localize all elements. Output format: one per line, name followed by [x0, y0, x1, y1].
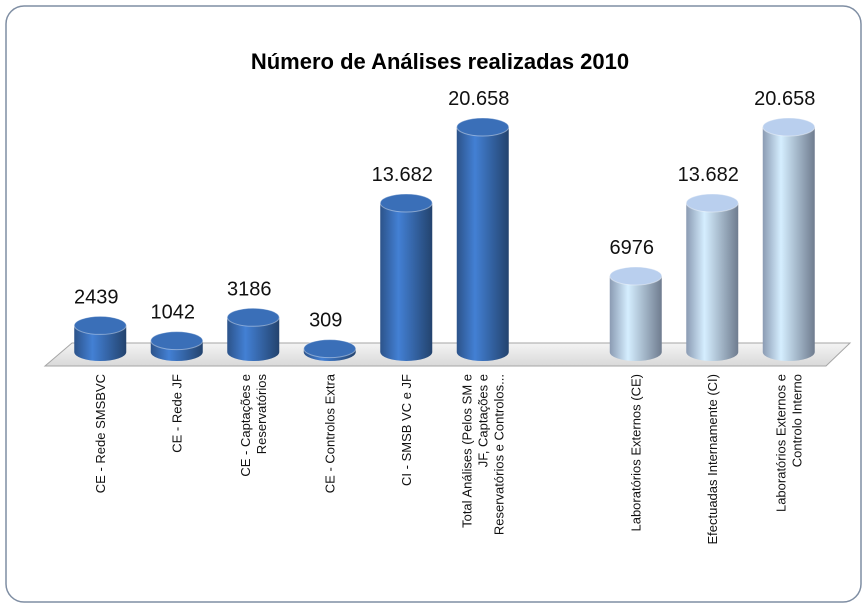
bar-top: [685, 193, 739, 213]
x-tick-label: CI - SMSB VC e JF: [399, 374, 414, 486]
bar-top: [762, 117, 816, 137]
bar-body: [609, 276, 662, 361]
bar-top: [379, 193, 433, 213]
bar-top: [150, 331, 204, 351]
value-label: 13.682: [678, 164, 739, 186]
bar: [379, 193, 433, 361]
bar: [303, 339, 357, 361]
frame: [5, 5, 862, 603]
value-label: 6976: [610, 237, 655, 259]
bar-body: [227, 317, 280, 361]
bar-body: [456, 127, 509, 361]
bar: [609, 266, 663, 361]
bar: [456, 117, 510, 361]
bar: [150, 331, 204, 361]
bar: [226, 307, 280, 361]
x-tick-label: Laboratórios Externos (CE): [628, 374, 643, 532]
bar-body: [380, 202, 433, 361]
bar-top: [226, 307, 280, 327]
value-label: 1042: [151, 302, 196, 324]
bar-top: [73, 315, 127, 335]
x-tick-label: CE - Captações eReservatórios: [238, 374, 269, 477]
chart-title: Número de Análises realizadas 2010: [251, 49, 629, 74]
bar: [762, 117, 816, 361]
value-label: 13.682: [372, 164, 433, 186]
bar: [73, 315, 127, 361]
bar-body: [762, 127, 815, 361]
value-label: 3186: [227, 278, 272, 300]
x-tick-label: Laboratórios Externos eControlo Interno: [773, 374, 804, 512]
bar-body: [74, 325, 127, 361]
value-label: 309: [309, 310, 342, 332]
x-tick-label: CE - Rede JF: [169, 374, 184, 453]
value-label: 20.658: [754, 88, 815, 110]
value-label: 2439: [74, 286, 119, 308]
x-tick-label: Total Análises (Pelos SM eJF, Captações …: [459, 374, 506, 535]
bar-top: [456, 117, 510, 137]
bar-top: [303, 339, 357, 359]
bar-top: [609, 266, 663, 286]
value-label: 20.658: [448, 88, 509, 110]
x-tick-label: CE - Rede SMSBVC: [93, 374, 108, 493]
bar: [685, 193, 739, 361]
x-tick-label: CE - Controlos Extra: [322, 373, 337, 493]
x-tick-label: Efectuadas Internamente (CI): [705, 374, 720, 545]
bar-body: [686, 202, 739, 361]
